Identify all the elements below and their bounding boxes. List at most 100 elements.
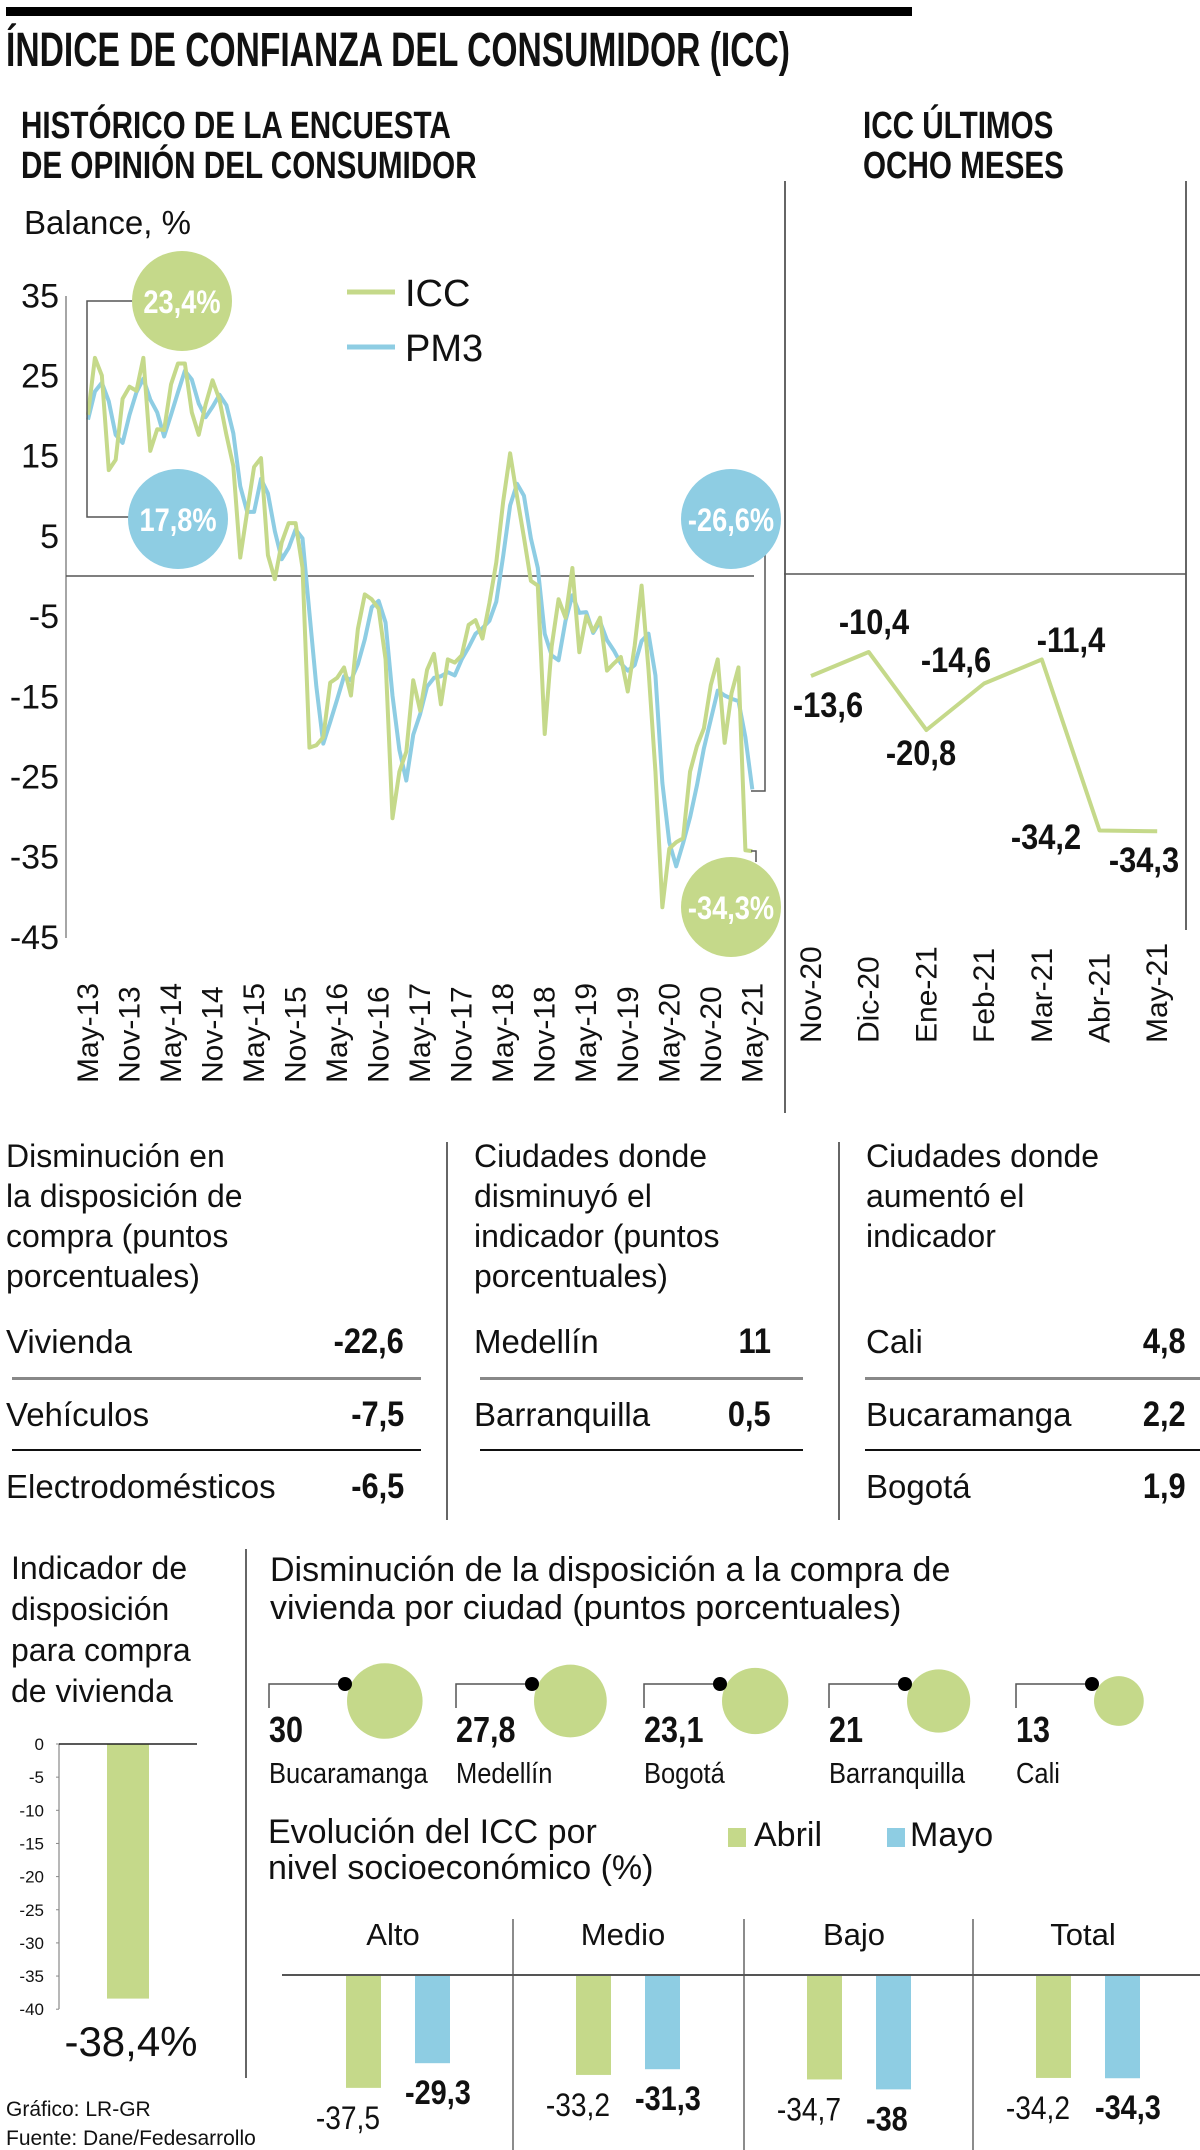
table-divider [446,1142,448,1520]
bubble-value: 13 [1016,1711,1050,1751]
y-tick-label: 0 [35,1735,44,1754]
x-tick-label: Nov-17 [446,986,479,1083]
row-value: -7,5 [350,1395,404,1434]
bar-abril [576,1975,611,2075]
bubble [722,1667,789,1735]
city-bubbles-title: Disminución de la disposición a la compr… [270,1553,950,1629]
socioeconomic-title: Evolución del ICC por nivel socioeconómi… [268,1815,654,1887]
data-label: -34,2 [1011,817,1081,856]
x-tick-label: Nov-14 [197,986,230,1083]
bar-mayo [876,1975,911,2090]
legend-label: ICC [405,273,470,315]
bubble-leader-line [828,1683,905,1708]
heading-line: porcentuales) [6,1258,200,1294]
y-tick-label: -35 [10,839,59,877]
legend-swatch-abril [728,1828,746,1847]
bar-abril [807,1975,842,2080]
row-label: Medellín [474,1323,599,1360]
bar [107,1744,149,1999]
annotation-bubble [681,857,781,957]
bubble-value: 30 [269,1711,303,1751]
title-line: vivienda por ciudad (puntos porcentuales… [270,1589,902,1627]
x-tick-label: Feb-21 [968,948,1001,1043]
data-label: -34,3 [1109,840,1179,879]
bar-value-mayo: -29,3 [405,2073,471,2112]
group-label: Bajo [823,1917,885,1952]
y-tick-label: -5 [29,598,59,636]
x-tick-label: Nov-13 [114,986,147,1083]
heading-line: disminuyó el [474,1178,652,1214]
title-line: de vivienda [11,1673,173,1709]
x-tick-label: May-21 [1141,943,1174,1043]
bubble-city: Bogotá [644,1756,726,1789]
x-tick-label: May-14 [155,983,188,1083]
row-value: 2,2 [1143,1395,1186,1434]
y-tick-label: -15 [10,678,59,716]
x-tick-label: Dic-20 [853,956,886,1043]
row-label: Electrodomésticos [6,1468,276,1505]
x-tick-label: May-15 [238,983,271,1083]
bubble-dot [338,1677,352,1691]
title-line: Evolución del ICC por [268,1813,597,1851]
annotation-bracket [86,300,135,518]
title-line: Disminución de la disposición a la compr… [270,1551,951,1589]
x-tick-label: May-21 [736,983,769,1083]
title-line: nivel socioeconómico (%) [268,1849,654,1887]
recent-subtitle: ICC ÚLTIMOS OCHO MESES [863,107,1064,187]
bar-abril [346,1975,381,2088]
bubble-dot [525,1677,539,1691]
row-separator [480,1377,803,1380]
table-row: Vivienda -22,6 [6,1322,404,1362]
section-divider [245,1549,247,2078]
annotation-bubble [132,251,232,351]
x-tick-label: May-16 [321,983,354,1083]
y-tick-label: -25 [10,759,59,797]
row-value: -22,6 [333,1322,404,1361]
row-label: Bucaramanga [866,1396,1072,1433]
housing-indicator-title: Indicador de disposición para compra de … [11,1552,191,1716]
y-tick-label: -35 [19,1967,44,1986]
x-tick-label: Nov-20 [795,946,828,1043]
row-value: 4,8 [1143,1322,1186,1361]
bubble-leader-line [1015,1683,1092,1708]
bar-value-mayo: -34,3 [1095,2088,1161,2127]
annotation-bubble [128,469,228,569]
footer-credit: Gráfico: LR-GR [6,2098,151,2121]
subtitle-line: ICC ÚLTIMOS [863,105,1054,147]
row-separator [12,1377,421,1380]
row-label: Barranquilla [474,1396,651,1433]
y-tick-label: 5 [40,518,59,556]
x-tick-label: May-20 [653,983,686,1083]
x-tick-label: Mar-21 [1026,948,1059,1043]
bubble-dot [898,1677,912,1691]
data-label: -20,8 [886,733,956,772]
heading-line: aumentó el [866,1178,1025,1214]
bubble-city: Bucaramanga [269,1756,429,1789]
heading-line: la disposición de [6,1178,243,1214]
legend-label-mayo: Mayo [910,1816,994,1854]
bar-mayo [1105,1975,1140,2079]
table-divider [838,1142,840,1520]
y-tick-label: -5 [29,1768,44,1787]
bubble-leader-line [268,1683,345,1708]
y-tick-label: -45 [10,919,59,957]
table-heading: Disminución en la disposición de compra (p… [6,1140,243,1300]
bar-value-abril: -34,2 [1006,2091,1070,2126]
subtitle-line: OCHO MESES [863,145,1064,187]
legend-label-abril: Abril [754,1816,823,1854]
bar-value-abril: -37,5 [316,2101,380,2136]
footer-source: Fuente: Dane/Fedesarrollo [6,2127,256,2150]
table-row: Cali 4,8 [866,1322,1186,1362]
annotation-bracket [751,551,766,792]
row-value: 0,5 [728,1395,771,1434]
y-tick-label: -10 [19,1801,44,1820]
row-value: 11 [738,1322,771,1361]
row-value: 1,9 [1143,1467,1186,1506]
bubble-leader-line [643,1683,720,1708]
row-separator [480,1449,803,1451]
title-line: Indicador de [11,1550,188,1586]
right-border [1185,181,1187,930]
series-line-icc-recent [810,650,1158,834]
legend-label: PM3 [405,328,483,370]
y-tick-label: 25 [21,358,59,396]
